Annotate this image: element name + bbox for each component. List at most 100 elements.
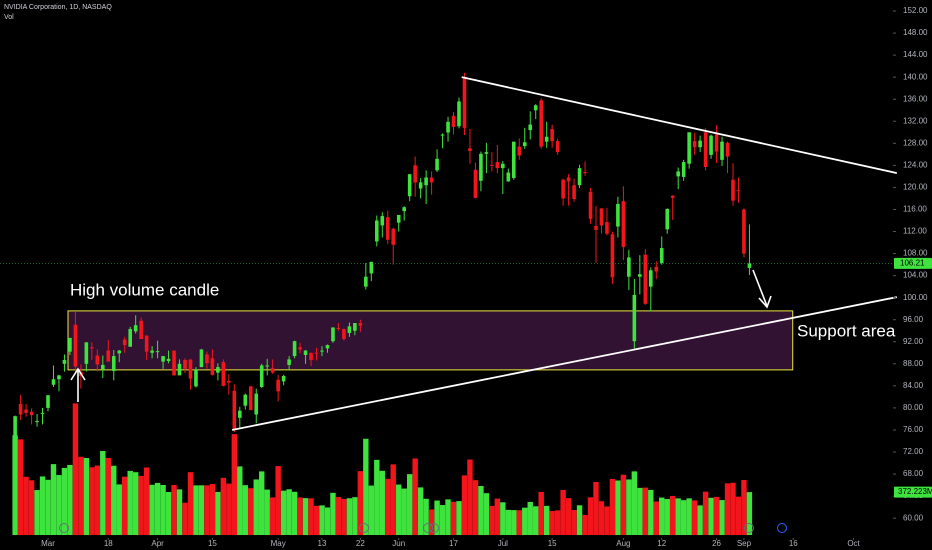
volume-bar — [653, 501, 659, 535]
volume-bar — [297, 497, 303, 535]
candle-body — [703, 132, 708, 168]
volume-bar — [467, 459, 473, 535]
volume-bar — [450, 501, 457, 535]
volume-bar — [735, 496, 742, 535]
candle-body — [90, 347, 94, 349]
volume-bar — [390, 464, 396, 535]
candle-body — [237, 410, 242, 418]
volume-bar — [160, 484, 166, 535]
candle-body — [627, 257, 631, 277]
y-tick-label: 84.00 — [903, 381, 924, 390]
candle-body — [533, 105, 538, 111]
volume-bar — [549, 511, 555, 535]
volume-bar — [302, 498, 309, 535]
volume-bar — [215, 491, 221, 535]
candle-body — [35, 421, 39, 423]
candle-body — [457, 101, 461, 127]
y-tick-label: 120.00 — [903, 183, 928, 192]
volume-bar — [428, 509, 435, 535]
y-tick-label: 128.00 — [903, 138, 928, 147]
candle-body — [714, 134, 719, 152]
volume-bar — [434, 500, 440, 535]
x-tick-label: 15 — [548, 539, 557, 548]
volume-bar — [143, 467, 150, 535]
candle-body — [654, 266, 659, 272]
volume-bar — [165, 492, 172, 535]
volume-bar — [61, 467, 68, 535]
candle-body — [364, 276, 368, 287]
candle-body — [495, 162, 500, 169]
volume-bar — [483, 493, 490, 535]
volume-bar — [39, 476, 46, 535]
candle-body — [572, 185, 576, 199]
arrows — [70, 269, 772, 402]
candle-body — [665, 208, 670, 230]
candle-body — [139, 320, 143, 340]
trendline — [461, 76, 898, 174]
candle-body — [248, 386, 253, 411]
volume-bar — [149, 484, 155, 535]
volume-bar — [417, 487, 424, 535]
volume-bar — [593, 481, 599, 535]
volume-bar — [324, 507, 331, 535]
candle-body — [479, 153, 483, 181]
candle-body — [396, 214, 401, 223]
candle-body — [95, 355, 100, 365]
volume-bar — [132, 472, 139, 535]
candle-body — [418, 182, 423, 189]
last-volume-label: 372.223M — [898, 487, 932, 496]
candle-body — [183, 359, 187, 369]
candle-body — [517, 146, 522, 156]
candle-body — [692, 141, 697, 148]
candle-body — [150, 350, 154, 353]
x-tick-label: 26 — [712, 539, 721, 548]
candle-body — [128, 329, 133, 347]
volume-bar — [472, 480, 479, 535]
candle-body — [177, 363, 182, 376]
candle-body — [424, 177, 428, 186]
volume-bar — [615, 480, 621, 535]
candle-body — [528, 124, 533, 131]
candle-body — [276, 379, 280, 392]
volume-bar — [319, 505, 325, 535]
volume-bar — [94, 465, 101, 535]
candle-body — [561, 179, 565, 199]
plot — [0, 72, 898, 535]
volume-bar — [396, 484, 402, 535]
chart-title: NVIDIA Corporation, 1D, NASDAQ — [4, 4, 112, 11]
candle-body — [720, 141, 724, 160]
candle-body — [188, 359, 193, 379]
x-tick-label: 18 — [104, 539, 113, 548]
icon — [359, 523, 369, 533]
candle-body — [243, 394, 248, 406]
candle-body — [550, 128, 554, 142]
volume-bar — [368, 485, 375, 535]
candle-body — [462, 78, 467, 128]
candle-body — [254, 393, 259, 415]
volume-bar — [138, 475, 144, 535]
volume-bar — [171, 484, 177, 535]
volume-bar — [730, 482, 736, 535]
candle-body — [205, 354, 209, 364]
candle-body — [101, 364, 105, 370]
volume-bar — [423, 498, 429, 535]
volume-bar — [598, 501, 605, 535]
volume-bar — [122, 476, 128, 535]
volume-bar — [604, 506, 610, 535]
volume-bar — [330, 492, 336, 535]
candle-body — [287, 359, 291, 365]
volume-bar — [374, 459, 380, 535]
y-tick-label: 144.00 — [903, 50, 928, 59]
candle-body — [632, 294, 637, 342]
volume-bar — [248, 488, 254, 535]
volume-bar — [83, 458, 90, 535]
candle-body — [336, 327, 341, 329]
candle-body — [676, 171, 680, 177]
candle-body — [583, 171, 587, 174]
candle-body — [40, 412, 45, 414]
volume-bar — [494, 498, 501, 535]
candle-body — [325, 345, 330, 349]
candle-body — [161, 356, 165, 362]
y-tick-label: 136.00 — [903, 94, 928, 103]
volume-bar — [439, 505, 446, 535]
